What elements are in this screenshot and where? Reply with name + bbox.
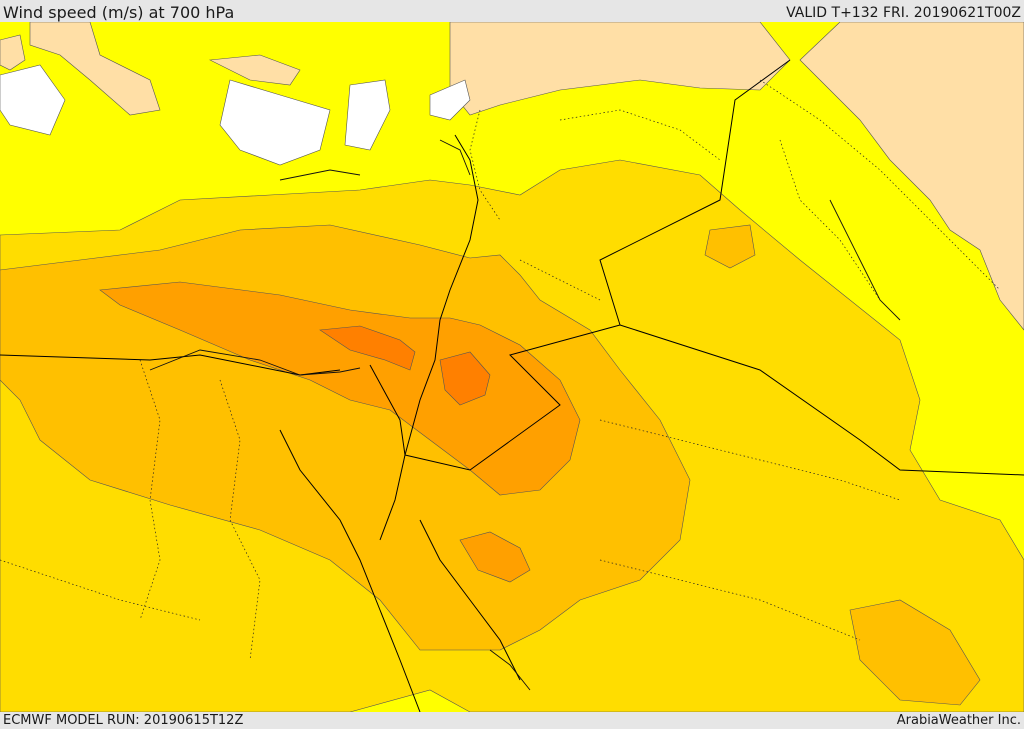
calm-regions	[0, 64, 471, 166]
wind-band-dark-orange	[99, 281, 581, 496]
header-bar: Wind speed (m/s) at 700 hPa VALID T+132 …	[0, 0, 1024, 22]
footer-bar: ECMWF MODEL RUN: 20190615T12Z ArabiaWeat…	[0, 712, 1024, 729]
wind-speed-map	[0, 22, 1024, 712]
internal-boundaries	[0, 79, 1001, 661]
wind-core-max-jordan	[439, 351, 491, 406]
model-run-label: ECMWF MODEL RUN: 20190615T12Z	[3, 713, 244, 728]
wind-band-orange	[0, 224, 691, 651]
wind-patch-orange-iraq	[704, 224, 756, 269]
valid-time: VALID T+132 FRI. 20190621T00Z	[786, 5, 1021, 21]
wind-core-max	[319, 325, 416, 371]
country-borders	[0, 59, 1024, 712]
credit-label: ArabiaWeather Inc.	[896, 713, 1021, 728]
map-title: Wind speed (m/s) at 700 hPa	[3, 3, 235, 22]
wind-patch-orange-east	[849, 599, 981, 706]
coastlines	[149, 139, 901, 691]
wind-patch-dark-orange-south	[459, 531, 531, 583]
